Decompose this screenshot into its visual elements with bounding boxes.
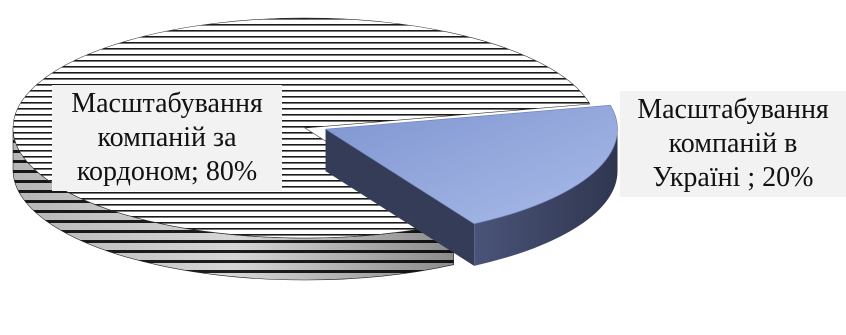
pie-slice-ukraine-wall	[325, 129, 475, 266]
pie-slice-ukraine-top	[324, 104, 618, 225]
pie-slice-ukraine-side	[474, 129, 618, 266]
data-label-abroad-line-3: кордоном; 80%	[76, 156, 258, 187]
data-label-ukraine-line-1: Масштабування	[637, 94, 829, 125]
pie-slice-ukraine	[324, 104, 618, 266]
data-label-ukraine-line-2: компаній в	[668, 128, 798, 159]
data-label-abroad-line-2: компаній за	[97, 122, 237, 153]
data-label-abroad-line-1: Масштабування	[71, 88, 263, 119]
data-label-abroad: Масштабування компаній за кордоном; 80%	[52, 85, 282, 191]
data-label-ukraine-line-3: Україні ; 20%	[652, 162, 814, 193]
pie-slice-abroad-side-shading	[13, 128, 454, 280]
data-label-ukraine: Масштабування компаній в Україні ; 20%	[620, 91, 846, 197]
